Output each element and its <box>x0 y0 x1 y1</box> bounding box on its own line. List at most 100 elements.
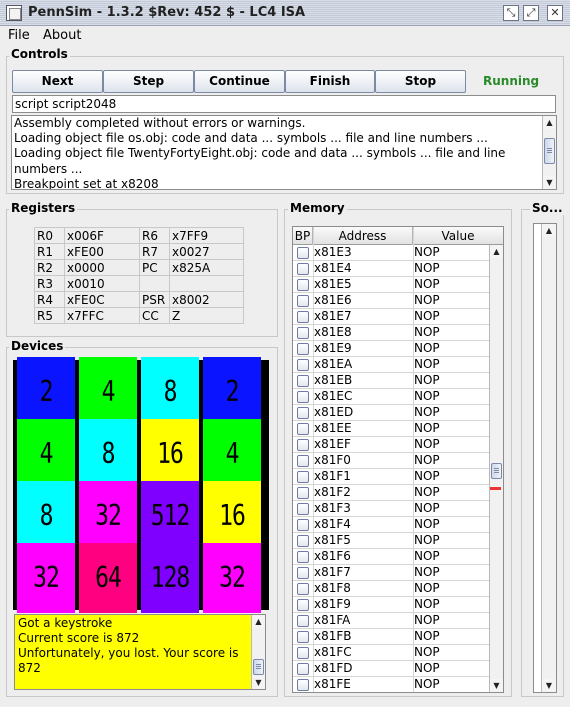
register-value[interactable]: x0027 <box>169 243 244 260</box>
device-console-scrollbar[interactable]: ▲ ▼ <box>251 615 265 689</box>
register-value[interactable]: x7FFC <box>64 307 140 324</box>
memory-row[interactable]: x81E4 NOP <box>293 261 490 277</box>
breakpoint-checkbox[interactable] <box>297 535 309 547</box>
memory-value[interactable]: NOP <box>414 597 440 611</box>
memory-value[interactable]: NOP <box>414 309 440 323</box>
breakpoint-checkbox[interactable] <box>297 343 309 355</box>
scroll-up-icon[interactable]: ▲ <box>542 224 556 237</box>
breakpoint-checkbox[interactable] <box>297 647 309 659</box>
scroll-down-icon[interactable]: ▼ <box>490 679 503 692</box>
memory-value[interactable]: NOP <box>414 389 440 403</box>
memory-value[interactable]: NOP <box>414 677 440 691</box>
memory-value[interactable]: NOP <box>414 277 440 291</box>
breakpoint-checkbox[interactable] <box>297 311 309 323</box>
memory-row[interactable]: x81EB NOP <box>293 373 490 389</box>
memory-row[interactable]: x81EC NOP <box>293 389 490 405</box>
memory-value[interactable]: NOP <box>414 485 440 499</box>
memory-value[interactable]: NOP <box>414 453 440 467</box>
register-value[interactable]: x7FF9 <box>169 227 244 244</box>
register-value[interactable]: x825A <box>169 259 244 276</box>
memory-value[interactable]: NOP <box>414 373 440 387</box>
breakpoint-checkbox[interactable] <box>297 375 309 387</box>
register-value[interactable]: Z <box>169 307 244 324</box>
console-scrollbar[interactable]: ▲ ▼ <box>542 116 556 189</box>
memory-value[interactable]: NOP <box>414 629 440 643</box>
source-view[interactable]: ▲ ▼ <box>533 223 557 693</box>
memory-row[interactable]: x81F0 NOP <box>293 453 490 469</box>
memory-row[interactable]: x81F4 NOP <box>293 517 490 533</box>
breakpoint-checkbox[interactable] <box>297 247 309 259</box>
finish-button[interactable]: Finish <box>285 70 375 93</box>
breakpoint-checkbox[interactable] <box>297 631 309 643</box>
memory-row[interactable]: x81ED NOP <box>293 405 490 421</box>
memory-row[interactable]: x81E5 NOP <box>293 277 490 293</box>
register-value[interactable]: x006F <box>64 227 140 244</box>
memory-value[interactable]: NOP <box>414 661 440 675</box>
memory-value[interactable]: NOP <box>414 437 440 451</box>
memory-row[interactable]: x81E7 NOP <box>293 309 490 325</box>
memory-value[interactable]: NOP <box>414 613 440 627</box>
menu-about[interactable]: About <box>43 28 82 43</box>
breakpoint-checkbox[interactable] <box>297 503 309 515</box>
breakpoint-checkbox[interactable] <box>297 471 309 483</box>
breakpoint-checkbox[interactable] <box>297 263 309 275</box>
breakpoint-checkbox[interactable] <box>297 487 309 499</box>
memory-value[interactable]: NOP <box>414 293 440 307</box>
minimize-icon[interactable]: ⤡ <box>503 5 519 21</box>
memory-value[interactable]: NOP <box>414 565 440 579</box>
breakpoint-checkbox[interactable] <box>297 599 309 611</box>
memory-row[interactable]: x81F2 NOP <box>293 485 490 501</box>
scroll-down-icon[interactable]: ▼ <box>542 679 556 692</box>
memory-row[interactable]: x81F5 NOP <box>293 533 490 549</box>
scroll-up-icon[interactable]: ▲ <box>543 116 556 129</box>
step-button[interactable]: Step <box>103 70 194 93</box>
memory-value[interactable]: NOP <box>414 341 440 355</box>
memory-value[interactable]: NOP <box>414 501 440 515</box>
breakpoint-checkbox[interactable] <box>297 551 309 563</box>
memory-value[interactable]: NOP <box>414 549 440 563</box>
scroll-thumb[interactable] <box>253 659 264 675</box>
memory-row[interactable]: x81FD NOP <box>293 661 490 677</box>
breakpoint-checkbox[interactable] <box>297 391 309 403</box>
memory-row[interactable]: x81E6 NOP <box>293 293 490 309</box>
breakpoint-checkbox[interactable] <box>297 663 309 675</box>
memory-value[interactable]: NOP <box>414 517 440 531</box>
memory-row[interactable]: x81E9 NOP <box>293 341 490 357</box>
memory-row[interactable]: x81F9 NOP <box>293 597 490 613</box>
memory-row[interactable]: x81E8 NOP <box>293 325 490 341</box>
memory-row[interactable]: x81EA NOP <box>293 357 490 373</box>
memory-value[interactable]: NOP <box>414 469 440 483</box>
column-header-bp[interactable]: BP <box>293 227 313 245</box>
register-value[interactable]: xFE00 <box>64 243 140 260</box>
scroll-down-icon[interactable]: ▼ <box>252 676 265 689</box>
memory-row[interactable]: x81FB NOP <box>293 629 490 645</box>
register-value[interactable]: xFE0C <box>64 291 140 308</box>
source-scrollbar[interactable]: ▲ ▼ <box>541 224 556 692</box>
breakpoint-checkbox[interactable] <box>297 455 309 467</box>
next-button[interactable]: Next <box>12 70 103 93</box>
memory-value[interactable]: NOP <box>414 261 440 275</box>
scroll-up-icon[interactable]: ▲ <box>252 615 265 628</box>
scroll-down-icon[interactable]: ▼ <box>543 176 556 189</box>
memory-row[interactable]: x81FA NOP <box>293 613 490 629</box>
register-value[interactable]: x8002 <box>169 291 244 308</box>
breakpoint-checkbox[interactable] <box>297 615 309 627</box>
breakpoint-checkbox[interactable] <box>297 407 309 419</box>
scroll-up-icon[interactable]: ▲ <box>490 245 503 258</box>
breakpoint-checkbox[interactable] <box>297 567 309 579</box>
breakpoint-checkbox[interactable] <box>297 439 309 451</box>
column-header-value[interactable]: Value <box>441 229 475 243</box>
breakpoint-checkbox[interactable] <box>297 359 309 371</box>
menu-file[interactable]: File <box>8 28 30 43</box>
memory-row[interactable]: x81EF NOP <box>293 437 490 453</box>
stop-button[interactable]: Stop <box>375 70 466 93</box>
continue-button[interactable]: Continue <box>194 70 285 93</box>
register-value[interactable]: x0010 <box>64 275 140 292</box>
maximize-icon[interactable]: ⤢ <box>523 5 539 21</box>
memory-row[interactable]: x81F8 NOP <box>293 581 490 597</box>
memory-scrollbar[interactable]: ▲ ▼ <box>489 245 503 692</box>
memory-value[interactable]: NOP <box>414 405 440 419</box>
memory-value[interactable]: NOP <box>414 645 440 659</box>
memory-value[interactable]: NOP <box>414 245 440 259</box>
memory-row[interactable]: x81FC NOP <box>293 645 490 661</box>
